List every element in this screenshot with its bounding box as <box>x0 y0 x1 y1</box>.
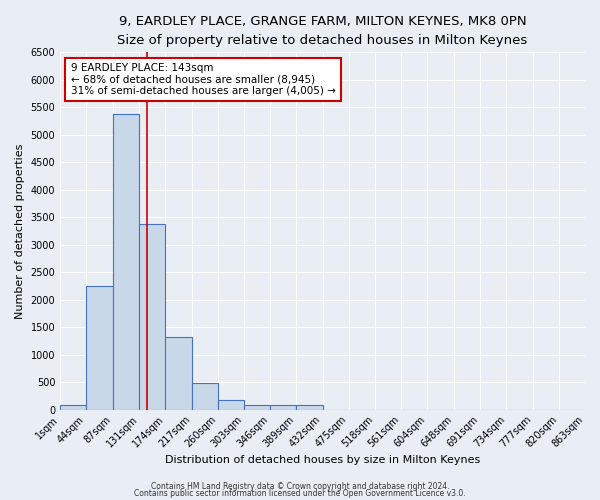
Bar <box>191 384 218 409</box>
Bar <box>244 406 270 409</box>
Bar <box>113 114 139 410</box>
Bar <box>270 406 296 409</box>
Text: Contains HM Land Registry data © Crown copyright and database right 2024.: Contains HM Land Registry data © Crown c… <box>151 482 449 491</box>
Bar <box>218 400 244 409</box>
Title: 9, EARDLEY PLACE, GRANGE FARM, MILTON KEYNES, MK8 0PN
Size of property relative : 9, EARDLEY PLACE, GRANGE FARM, MILTON KE… <box>118 15 528 47</box>
X-axis label: Distribution of detached houses by size in Milton Keynes: Distribution of detached houses by size … <box>165 455 480 465</box>
Bar <box>139 224 166 410</box>
Text: Contains public sector information licensed under the Open Government Licence v3: Contains public sector information licen… <box>134 489 466 498</box>
Bar <box>166 337 191 409</box>
Text: 9 EARDLEY PLACE: 143sqm
← 68% of detached houses are smaller (8,945)
31% of semi: 9 EARDLEY PLACE: 143sqm ← 68% of detache… <box>71 63 335 96</box>
Y-axis label: Number of detached properties: Number of detached properties <box>15 144 25 318</box>
Bar <box>60 406 86 409</box>
Bar <box>296 406 323 409</box>
Bar <box>86 286 113 410</box>
